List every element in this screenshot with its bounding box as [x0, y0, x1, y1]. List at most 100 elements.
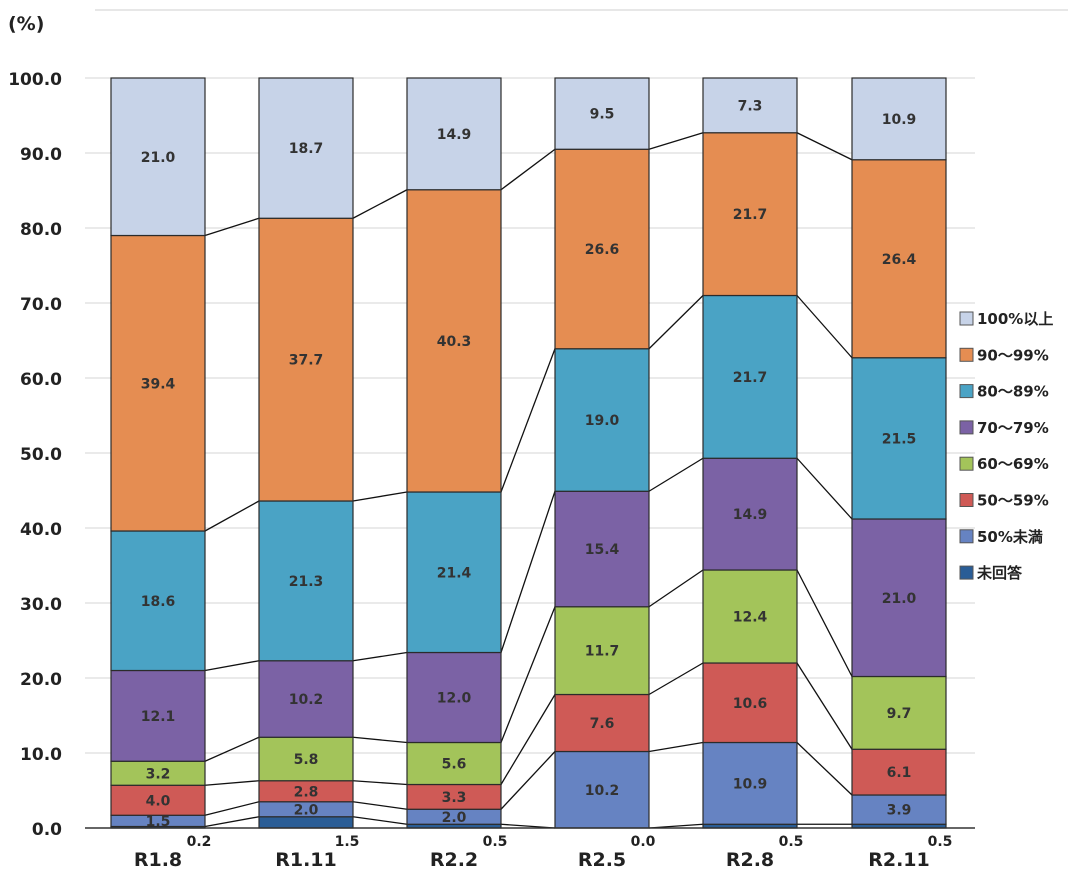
bar-segment	[702, 294, 798, 459]
x-axis: R1.8 R1.11 R2.2 R2.5 R2.8 R2.11	[85, 827, 975, 871]
connector-line	[796, 662, 853, 750]
bar-segment	[554, 750, 650, 829]
bar-segment	[851, 748, 947, 796]
data-label: 6.1	[887, 765, 912, 781]
data-label: 21.3	[289, 574, 324, 590]
data-labels: 0.2 1.5 4.0 3.2 12.1 18.6 39.4 21.0 1.5 2.0 2.8 5.8…	[141, 98, 953, 850]
connector-line	[204, 217, 260, 237]
bar-segment	[110, 669, 206, 762]
x-tick-label: R2.8	[726, 849, 774, 871]
y-tick-label: 80.0	[20, 220, 62, 240]
data-label: 3.3	[442, 790, 467, 806]
x-tick-label: R1.8	[134, 849, 182, 871]
legend-label: 90～99%	[977, 346, 1049, 364]
data-label: 12.4	[733, 610, 768, 626]
gridlines	[85, 9, 1068, 754]
data-label: 21.0	[882, 591, 917, 607]
data-label: 1.5	[146, 814, 171, 830]
data-label: 21.7	[733, 207, 768, 223]
data-label: 15.4	[585, 542, 620, 558]
data-label: 14.9	[733, 507, 768, 523]
y-tick-label: 40.0	[20, 520, 62, 540]
connector-line	[204, 816, 260, 828]
bar-segment	[406, 77, 502, 191]
y-tick-label: 60.0	[20, 370, 62, 390]
bar-segment	[702, 77, 798, 134]
data-label: 21.0	[141, 150, 176, 166]
connector-line	[500, 491, 556, 653]
bar-segments	[110, 77, 947, 829]
bar-segment	[110, 530, 206, 672]
data-label: 5.6	[442, 757, 467, 773]
data-label: 40.3	[437, 334, 472, 350]
data-label: 0.2	[187, 834, 212, 850]
connector-line	[796, 132, 853, 161]
connector-line	[204, 801, 260, 816]
legend-label: 50～59%	[977, 492, 1049, 510]
x-tick-label: R2.5	[578, 849, 626, 871]
data-label: 26.6	[585, 242, 620, 258]
bar-segment	[258, 816, 354, 829]
legend-swatch	[959, 311, 974, 326]
legend-label: 50%未満	[977, 528, 1043, 546]
connector-line	[796, 569, 853, 677]
bar-segment	[258, 500, 354, 662]
y-axis-unit-label: (%)	[8, 13, 44, 35]
bar-segment	[406, 783, 502, 810]
data-label: 12.1	[141, 709, 176, 725]
bar-segment	[406, 651, 502, 744]
data-label: 9.5	[590, 107, 615, 123]
bar-segment	[851, 794, 947, 825]
bar-segment	[851, 77, 947, 161]
data-label: 0.5	[928, 834, 953, 850]
legend-swatch	[959, 456, 974, 471]
connector-line	[796, 457, 853, 520]
legend-swatch	[959, 565, 974, 580]
bar-segment	[702, 741, 798, 825]
legend-swatch	[959, 384, 974, 399]
legend-label: 70～79%	[977, 419, 1049, 437]
data-label: 10.9	[733, 776, 768, 792]
data-label: 10.2	[585, 783, 620, 799]
data-label: 21.5	[882, 431, 917, 447]
bar-segment	[258, 217, 354, 502]
y-tick-label: 10.0	[20, 745, 62, 765]
bar-segment	[110, 234, 206, 532]
data-label: 4.0	[146, 793, 171, 809]
y-tick-label: 90.0	[20, 145, 62, 165]
bar-segment	[406, 189, 502, 493]
bar-segment	[406, 741, 502, 786]
y-axis-ticks: 0.0 10.0 20.0 30.0 40.0 50.0 60.0 70.0 80.0 90.0 1…	[8, 70, 62, 840]
bar-segment	[554, 148, 650, 350]
connector-line	[648, 132, 704, 150]
legend-swatch	[959, 420, 974, 435]
connector-line	[648, 295, 704, 350]
data-label: 11.7	[585, 644, 620, 660]
y-tick-label: 30.0	[20, 595, 62, 615]
x-tick-label: R2.2	[430, 849, 478, 871]
x-tick-label: R2.11	[868, 849, 930, 871]
bar-segment	[258, 660, 354, 738]
bar-segment	[554, 77, 650, 150]
connector-line	[352, 189, 408, 219]
legend: 100%以上 90～99% 80～89% 70～79% 60～69% 50～59% 50%未…	[959, 310, 1053, 582]
bar-segment	[258, 736, 354, 782]
data-label: 2.8	[294, 784, 319, 800]
connector-line	[204, 736, 260, 762]
bar-segment	[851, 518, 947, 678]
data-label: 7.6	[590, 716, 615, 732]
data-label: 12.0	[437, 691, 472, 707]
y-tick-label: 70.0	[20, 295, 62, 315]
data-label: 37.7	[289, 353, 324, 369]
bar-segment	[851, 675, 947, 750]
connector-line	[204, 500, 260, 532]
y-tick-label: 50.0	[20, 445, 62, 465]
data-label: 9.7	[887, 706, 912, 722]
connector-line	[500, 148, 556, 191]
bar-segment	[702, 457, 798, 571]
legend-swatch	[959, 347, 974, 362]
connector-line	[796, 295, 853, 359]
x-tick-label: R1.11	[275, 849, 337, 871]
connector-line	[500, 348, 556, 493]
